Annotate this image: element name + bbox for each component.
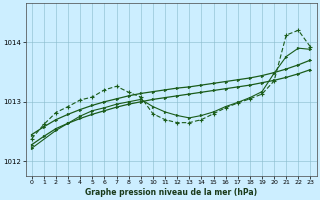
X-axis label: Graphe pression niveau de la mer (hPa): Graphe pression niveau de la mer (hPa) <box>85 188 257 197</box>
